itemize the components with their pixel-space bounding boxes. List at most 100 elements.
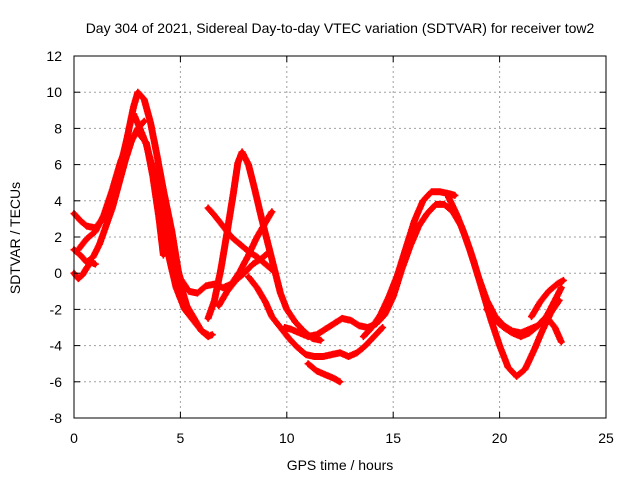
data-point [446, 194, 451, 200]
data-point [205, 332, 211, 338]
series-arc-9 [215, 248, 274, 310]
data-point [539, 328, 545, 334]
data-point [331, 375, 337, 381]
y-tick-label: 2 [54, 229, 62, 245]
data-point [278, 290, 283, 296]
series-arc-15 [483, 305, 565, 346]
data-point [141, 118, 147, 124]
data-point [295, 345, 300, 350]
data-point [182, 307, 188, 312]
series-arc-8 [204, 204, 276, 274]
data-point [329, 352, 334, 358]
data-point [77, 252, 83, 258]
data-point [254, 234, 260, 240]
data-point [544, 314, 549, 320]
x-tick-label: 25 [598, 430, 614, 446]
data-point [246, 162, 251, 168]
data-point [548, 310, 554, 316]
data-point [75, 276, 81, 282]
data-point [305, 361, 311, 367]
y-tick-label: 4 [54, 193, 62, 209]
y-tick-label: -6 [50, 374, 63, 390]
data-point [92, 229, 98, 234]
x-axis-title: GPS time / hours [287, 457, 394, 473]
y-tick-label: 8 [54, 120, 62, 136]
data-point [437, 189, 443, 195]
data-point [416, 223, 422, 229]
data-point [354, 350, 360, 356]
data-point [148, 120, 154, 126]
y-tick-label: 12 [46, 48, 62, 64]
data-point [178, 276, 183, 282]
data-point [278, 325, 283, 330]
data-point [282, 325, 288, 330]
data-point [361, 334, 366, 339]
data-point [246, 274, 251, 280]
data-point [497, 343, 502, 348]
data-point [258, 214, 264, 220]
data-point [331, 321, 337, 327]
data-point [356, 323, 362, 329]
data-point [143, 142, 149, 148]
data-point [109, 205, 115, 211]
data-point [80, 272, 85, 278]
data-point [284, 307, 290, 312]
x-tick-label: 10 [279, 430, 295, 446]
data-point [535, 323, 541, 329]
data-point [205, 316, 211, 321]
data-point [484, 307, 490, 312]
data-point [216, 303, 222, 309]
series-arc-14 [445, 193, 563, 380]
data-point [254, 285, 260, 291]
data-point [297, 330, 302, 336]
data-point [424, 211, 430, 216]
data-point [88, 259, 94, 265]
data-point [141, 97, 147, 102]
y-tick-label: -8 [50, 410, 63, 426]
data-point [363, 343, 368, 348]
data-point [173, 285, 179, 291]
series-arc-6 [155, 215, 212, 339]
data-point [552, 325, 558, 330]
data-point [446, 191, 451, 196]
data-point [454, 212, 460, 218]
x-tick-label: 0 [70, 430, 78, 446]
x-tick-label: 20 [492, 430, 508, 446]
data-point [265, 240, 271, 245]
data-point [518, 334, 524, 339]
y-tick-label: -2 [50, 301, 63, 317]
data-point [378, 312, 383, 318]
data-point [156, 192, 162, 198]
data-point [558, 285, 564, 291]
data-point [529, 314, 534, 320]
data-point [492, 317, 498, 323]
data-point [314, 368, 319, 374]
data-point [452, 192, 458, 198]
data-point [150, 165, 156, 171]
data-point [480, 288, 485, 294]
series-arc-16 [528, 276, 567, 321]
data-point [126, 138, 132, 144]
data-point [369, 325, 375, 330]
data-point [537, 299, 543, 305]
x-tick-label: 5 [177, 430, 185, 446]
data-point [220, 223, 226, 229]
data-point [509, 330, 515, 336]
data-point [220, 285, 226, 291]
data-point [84, 265, 90, 271]
x-tick-label: 15 [385, 430, 401, 446]
data-point [371, 334, 377, 339]
data-point [199, 328, 205, 334]
data-point [463, 234, 468, 240]
data-point [292, 319, 298, 325]
data-point [403, 245, 409, 251]
data-point [233, 278, 239, 283]
data-point [318, 337, 324, 343]
data-point [137, 125, 143, 131]
data-point [97, 241, 102, 247]
data-point [235, 160, 241, 166]
data-point [314, 332, 319, 338]
data-point [558, 339, 564, 345]
